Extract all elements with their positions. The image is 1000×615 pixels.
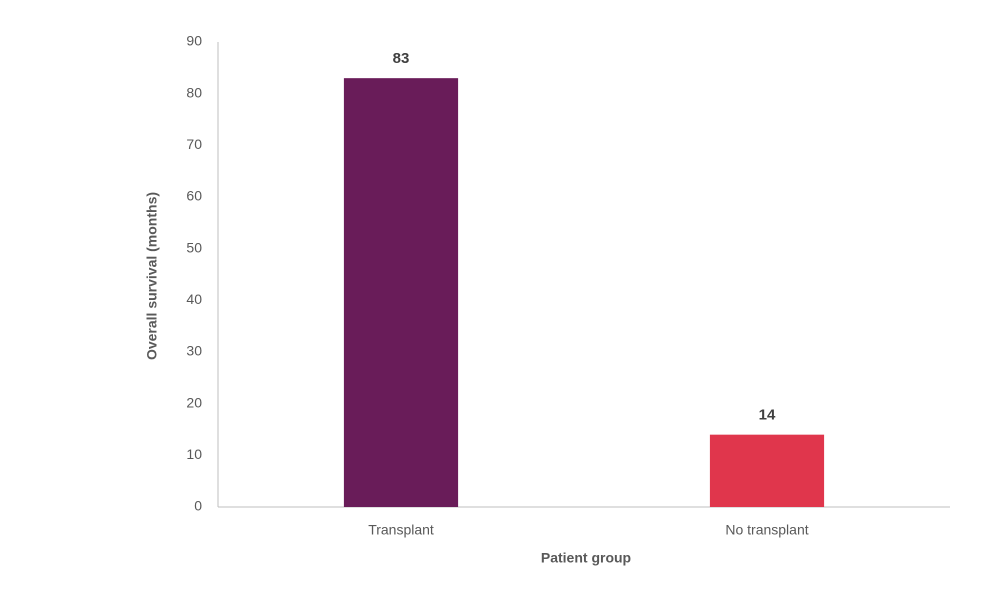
y-tick-label: 80	[186, 84, 202, 100]
x-axis-title: Patient group	[541, 550, 631, 566]
data-label: 83	[393, 50, 410, 67]
y-tick-label: 50	[186, 239, 202, 255]
bar	[709, 434, 825, 507]
y-axis-title: Overall survival (months)	[144, 192, 160, 360]
y-tick-label: 0	[194, 498, 202, 514]
y-tick-label: 40	[186, 291, 202, 307]
data-label: 14	[759, 407, 776, 424]
y-tick-label: 90	[186, 33, 202, 49]
y-tick-label: 10	[186, 446, 202, 462]
x-tick-label: Transplant	[368, 522, 434, 538]
x-tick-label: No transplant	[725, 522, 808, 538]
y-tick-label: 20	[186, 394, 202, 410]
y-tick-label: 60	[186, 188, 202, 204]
bar	[343, 78, 459, 508]
y-tick-label: 70	[186, 136, 202, 152]
y-tick-label: 30	[186, 343, 202, 359]
